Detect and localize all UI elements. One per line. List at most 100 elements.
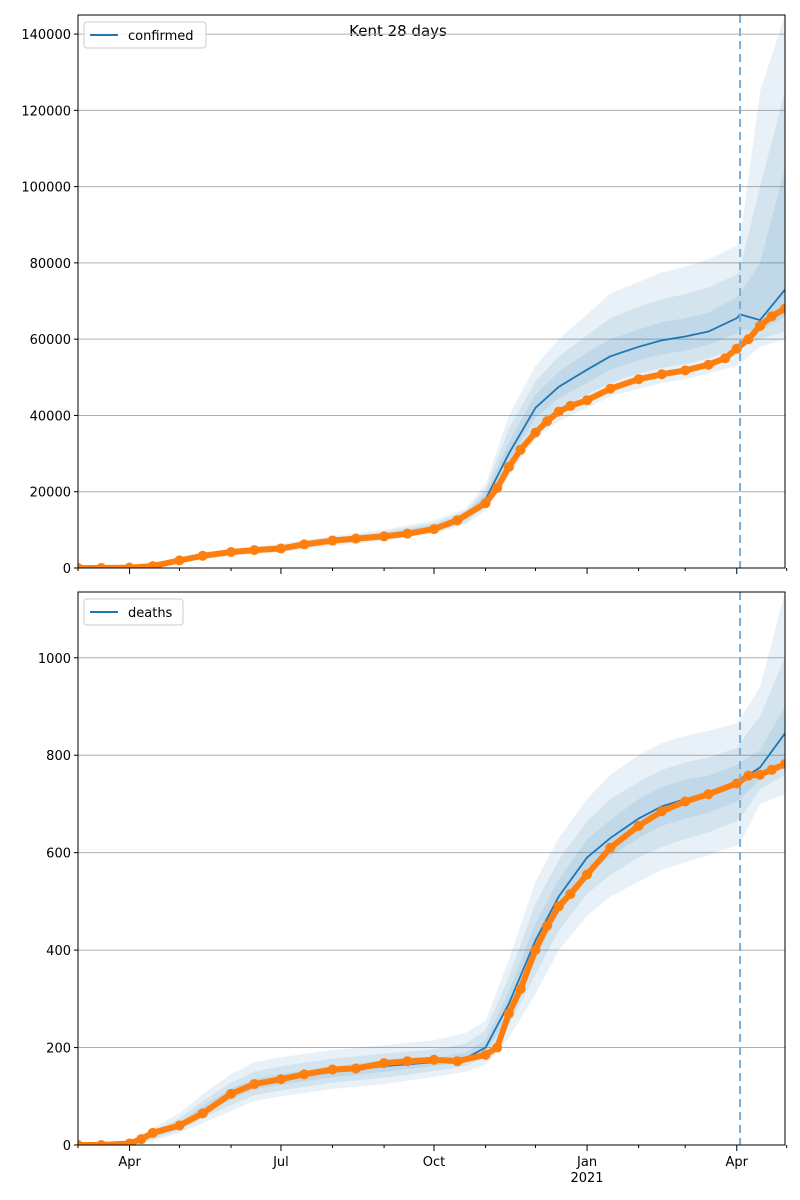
observed-point [503,1008,514,1019]
observed-point [480,1049,491,1060]
observed-point [78,563,83,568]
observed-point [656,806,667,817]
observed-point [743,334,754,345]
observed-point [766,764,777,775]
observed-point [492,482,503,493]
observed-point [226,546,237,557]
observed-point [542,920,553,931]
observed-point [197,1108,208,1119]
legend-box [83,598,184,626]
observed-point [605,842,616,853]
x-tick-label: Jan [576,1155,597,1170]
y-tick-label: 0 [63,1139,71,1154]
legend: deaths [83,598,184,626]
observed-point [766,311,777,322]
observed-point [174,555,185,566]
uncertainty-band [78,91,785,568]
y-tick-label: 0 [63,562,71,577]
observed-point [327,535,338,546]
observed-point [530,945,541,956]
x-tick-label: Apr [726,1155,749,1170]
observed-point [402,1056,413,1067]
observed-point [226,1088,237,1099]
observed-point [275,543,286,554]
observed-point [299,539,310,550]
observed-point [452,1056,463,1067]
observed-point [565,400,576,411]
y-tick-label: 20000 [30,486,71,501]
legend-box [83,21,207,49]
observed-point [379,1058,390,1069]
y-tick-label: 60000 [30,333,71,348]
observed-point [605,383,616,394]
observed-point [78,1140,83,1145]
y-tick-label: 80000 [30,257,71,272]
observed-point [703,359,714,370]
observed-point [428,1054,439,1065]
y-tick-label: 800 [46,749,71,764]
observed-point [553,901,564,912]
observed-point [124,562,135,568]
observed-point [680,796,691,807]
observed-point [452,515,463,526]
observed-point [379,531,390,542]
observed-point [136,1134,147,1145]
uncertainty-band [78,592,785,1145]
y-tick-label: 120000 [21,104,71,119]
observed-point [147,1127,158,1138]
y-tick-label: 40000 [30,409,71,424]
observed-point [249,1079,260,1090]
observed-point [327,1064,338,1075]
legend: confirmed [83,21,207,49]
observed-point [96,1140,107,1145]
observed-point [350,1063,361,1074]
observed-point [780,303,785,314]
axes-frame [77,14,786,569]
plot-area [78,592,785,1145]
observed-point [249,545,260,556]
confirmed-panel: 0 20000 40000 60000 80000 100000 120000 140000 c… [21,14,788,577]
y-tick-label: 140000 [21,28,71,43]
observed-point [124,1138,135,1145]
x-tick-label: Oct [423,1155,445,1170]
observed-point [480,498,491,509]
observed-point [350,533,361,544]
legend-label: confirmed [128,29,194,44]
axes-frame [77,591,786,1146]
observed-point [565,889,576,900]
uncertainty-band [78,15,785,568]
observed-point [503,461,514,472]
plot-area [78,15,785,568]
x-tick-label: Jul [272,1155,289,1170]
observed-point [96,563,107,568]
legend-label: deaths [128,606,173,621]
observed-point [553,406,564,417]
observed-point [680,365,691,376]
observed-point [275,1074,286,1085]
y-tick-label: 200 [46,1042,71,1057]
observed-point [492,1042,503,1053]
observed-point [582,395,593,406]
observed-point [780,758,785,769]
observed-point [755,320,766,331]
observed-point [515,984,526,995]
observed-point [299,1069,310,1080]
y-tick-label: 1000 [38,652,71,667]
observed-point [633,374,644,385]
observed-point [703,789,714,800]
figure-title: Kent 28 days [349,22,447,40]
observed-point [197,550,208,561]
observed-point [755,769,766,780]
y-tick-label: 100000 [21,181,71,196]
observed-point [147,561,158,568]
observed-point [582,869,593,880]
observed-point [743,770,754,781]
observed-point [530,427,541,438]
observed-point [633,820,644,831]
observed-point [402,528,413,539]
observed-point [428,524,439,535]
observed-point [720,353,731,364]
observed-point [174,1120,185,1131]
